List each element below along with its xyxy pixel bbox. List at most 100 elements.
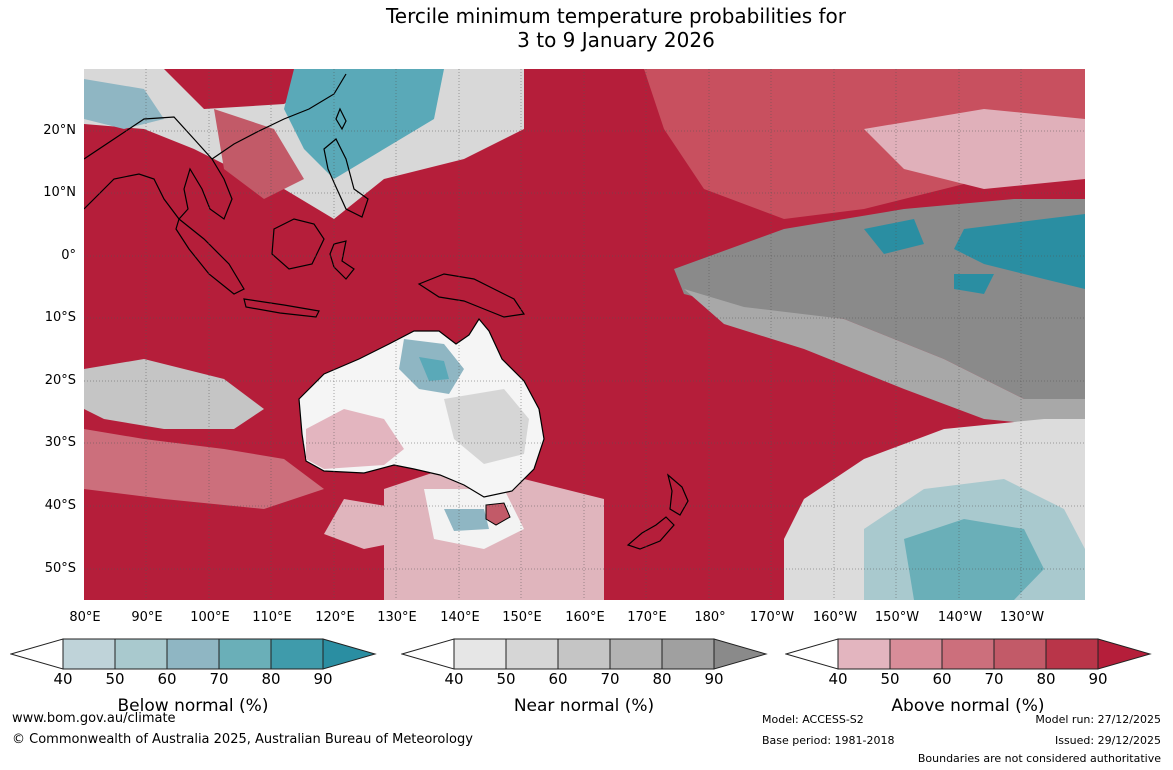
lon-label-170e: 170°E [627,610,667,625]
above-tick-40: 40 [828,670,848,688]
taiwan-coastline [335,107,347,131]
lon-label-140e: 140°E [440,610,480,625]
lon-label-90e: 90°E [131,610,163,625]
lon-label-100e: 100°E [190,610,230,625]
website-link[interactable]: www.bom.gov.au/climate [12,711,176,726]
lat-label-10s: 10°S [44,310,76,325]
above-tick-60: 60 [932,670,952,688]
above-tick-90: 90 [1088,670,1108,688]
lat-label-20s: 20°S [44,373,76,388]
lon-label-180: 180° [694,610,726,625]
lon-label-150e: 150°E [502,610,542,625]
disclaimer-text: Boundaries are not considered authoritat… [917,752,1161,765]
below-tick-50: 50 [105,670,125,688]
near-normal-edge-equatorial-pacific [684,289,1085,429]
near-tick-90: 90 [704,670,724,688]
philippines-coastline [323,138,369,218]
issued-text: Issued: 29/12/2025 [1054,734,1161,747]
graticule [84,69,1085,600]
near-tick-80: 80 [652,670,672,688]
below-swatch-90 [322,638,377,670]
model-text: Model: ACCESS-S2 [762,713,864,726]
above-swatch-70 [993,638,1047,670]
new-zealand-north-island [666,473,689,516]
near-swatch-60 [557,638,611,670]
near-normal-region-indian-ocean-south [324,499,414,549]
australia-below-normal-core [419,357,449,381]
lon-label-120e: 120°E [315,610,355,625]
below-tick-40: 40 [53,670,73,688]
java-coastline [243,298,320,318]
above-swatch-40 [837,638,891,670]
below-swatch-40 [62,638,116,670]
above-moderate-region-asia [214,109,304,199]
near-swatch-50 [505,638,559,670]
lon-label-130e: 130°E [377,610,417,625]
lat-label-0: 0° [61,248,76,263]
model-run-text: Model run: 27/12/2025 [1035,713,1161,726]
new-zealand-south-island [626,516,675,550]
near-normal-region-north-pacific [864,109,1085,189]
below-normal-region-equatorial-pacific [864,214,1085,294]
below-swatch-80 [270,638,324,670]
chart-title: Tercile minimum temperature probabilitie… [0,4,1173,52]
below-swatch-60 [166,638,220,670]
above-moderate-region-north-pacific [644,69,1085,219]
near-swatch-80 [661,638,715,670]
near-normal-label: Near normal (%) [513,696,655,716]
title-line-1: Tercile minimum temperature probabilitie… [385,4,847,28]
sumatra-coastline [175,217,245,295]
below-tick-70: 70 [209,670,229,688]
near-tick-60: 60 [548,670,568,688]
above-swatch-50 [889,638,943,670]
below-normal-region-tasmania [444,509,489,531]
near-tick-40: 40 [444,670,464,688]
above-tick-80: 80 [1036,670,1056,688]
near-swatch-40 [453,638,507,670]
tasmania-landmass [485,502,511,526]
near-tick-70: 70 [600,670,620,688]
new-guinea-coastline [417,273,526,318]
below-tick-60: 60 [157,670,177,688]
below-swatch-50 [114,638,168,670]
above-tick-50: 50 [880,670,900,688]
above-swatch-60 [941,638,995,670]
lat-label-50s: 50°S [44,561,76,576]
below-normal-core-south-pacific [904,519,1044,600]
lon-label-160w: 160°W [812,610,858,625]
above-normal-colorbar [785,638,1152,670]
above-moderate-region-indian-ocean [84,429,324,509]
near-normal-region-indian-ocean [84,359,264,429]
lon-label-130w: 130°W [999,610,1045,625]
below-normal-label: Below normal (%) [117,696,269,716]
australia-near-normal-patch [444,389,529,464]
lon-label-140w: 140°W [937,610,983,625]
lon-label-110e: 110°E [252,610,292,625]
australia-above-normal-patch [306,409,404,469]
above-normal-label: Above normal (%) [891,696,1045,716]
lat-label-10n: 10°N [43,185,76,200]
near-swatch-90 [713,638,768,670]
above-tick-70: 70 [984,670,1004,688]
below-tick-90: 90 [313,670,333,688]
near-normal-colorbar [401,638,768,670]
borneo-coastline [271,218,325,270]
asia-coastline [84,116,233,220]
below-normal-region-indochina [84,79,164,129]
copyright-text: © Commonwealth of Australia 2025, Austra… [12,732,473,747]
lon-label-160e: 160°E [565,610,605,625]
above-swatch-80 [1045,638,1099,670]
lon-label-80e: 80°E [69,610,101,625]
lat-label-20n: 20°N [43,123,76,138]
lat-label-40s: 40°S [44,498,76,513]
below-tick-80: 80 [261,670,281,688]
below-swatch-70 [218,638,272,670]
near-swatch-70 [609,638,663,670]
below-normal-colorbar [10,638,377,670]
above-swatch-90 [1097,638,1152,670]
lat-label-30s: 30°S [44,435,76,450]
title-line-2: 3 to 9 January 2026 [517,28,715,52]
near-tick-50: 50 [496,670,516,688]
base-period-text: Base period: 1981-2018 [762,734,895,747]
lon-label-170w: 170°W [749,610,795,625]
